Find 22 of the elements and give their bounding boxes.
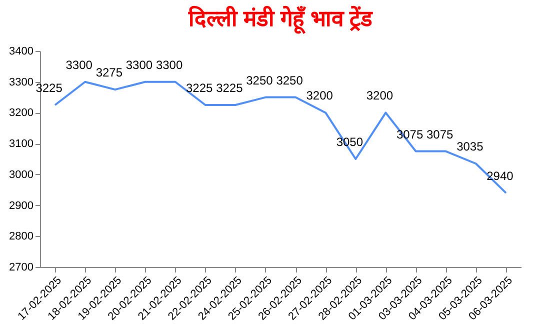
data-label: 3200 bbox=[306, 88, 334, 103]
y-tick-label: 3400 bbox=[9, 46, 34, 58]
y-tick-label: 3000 bbox=[9, 168, 34, 181]
data-label: 3225 bbox=[216, 81, 244, 95]
y-tick-label: 3300 bbox=[9, 76, 34, 88]
data-label: 3225 bbox=[36, 81, 63, 95]
y-tick-label: 2900 bbox=[9, 200, 34, 212]
data-label: 3200 bbox=[366, 88, 394, 103]
data-label: 3225 bbox=[186, 81, 214, 95]
data-label: 3275 bbox=[96, 66, 123, 80]
data-label: 3300 bbox=[66, 58, 93, 72]
data-label: 3250 bbox=[276, 73, 304, 88]
y-tick-label: 3100 bbox=[9, 138, 34, 150]
data-label: 3250 bbox=[246, 73, 274, 88]
y-tick-label: 3200 bbox=[9, 107, 34, 120]
data-label: 3300 bbox=[156, 58, 183, 72]
data-label: 3300 bbox=[126, 58, 153, 72]
chart-title: दिल्ली मंडी गेहूँ भाव ट्रेंड bbox=[187, 5, 374, 34]
y-tick-label: 2700 bbox=[9, 262, 34, 274]
y-tick-label: 2800 bbox=[9, 230, 34, 243]
data-label: 3075 bbox=[426, 127, 454, 142]
data-label: 3035 bbox=[456, 140, 484, 154]
